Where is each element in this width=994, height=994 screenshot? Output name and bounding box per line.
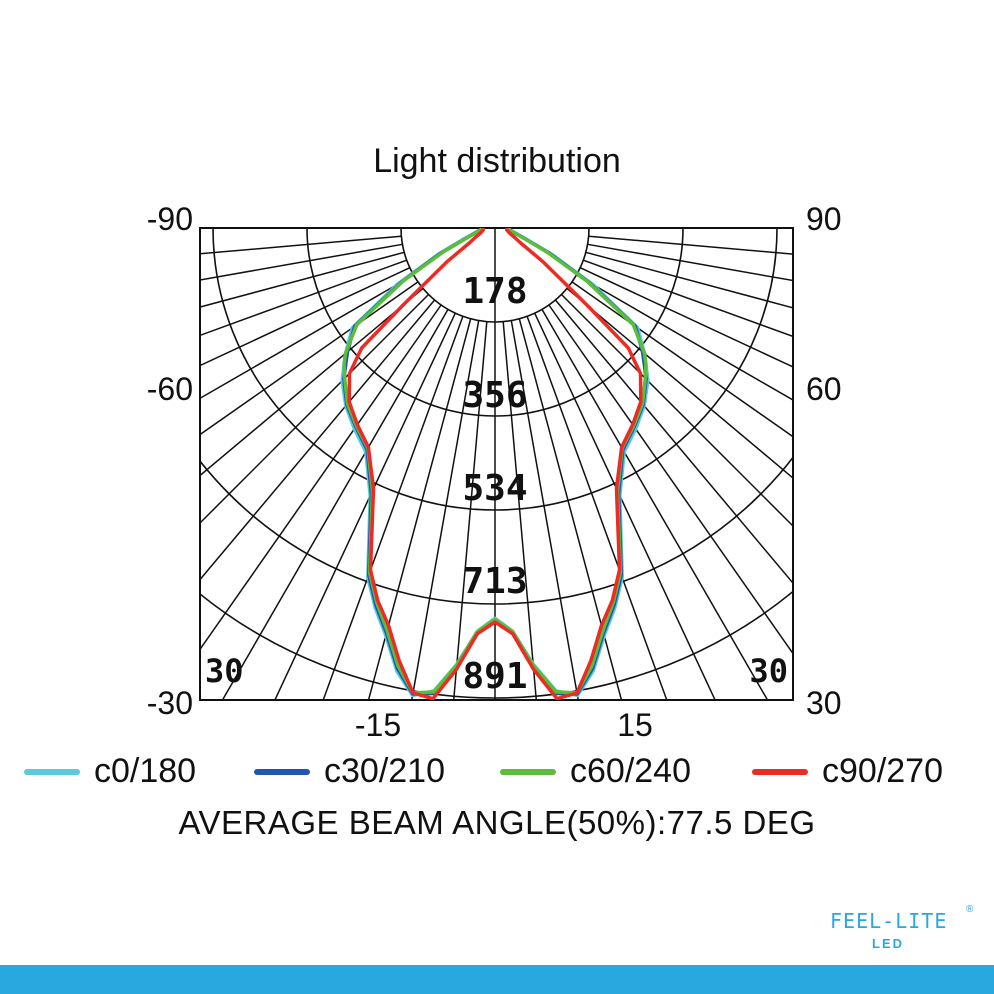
grid-radial xyxy=(221,309,449,700)
grid-radial xyxy=(518,318,623,700)
legend-item: c0/180 xyxy=(24,752,196,791)
right-tick-label: 90 xyxy=(806,201,842,237)
legend-swatch xyxy=(24,768,80,775)
plot-frame xyxy=(199,227,794,701)
legend-label: c60/240 xyxy=(570,752,691,790)
grid-radial xyxy=(571,281,793,438)
legend-item: c60/240 xyxy=(500,752,691,791)
legend-label: c0/180 xyxy=(94,752,197,790)
feel-lite-logo: FEEL-LITE LED ® xyxy=(830,904,980,960)
footer-bar xyxy=(0,965,994,994)
legend-swatch xyxy=(752,768,808,775)
grid-radial xyxy=(588,235,793,255)
radial-tick-label: 534 xyxy=(462,468,527,509)
grid-radial xyxy=(526,316,668,700)
grid-radial xyxy=(579,267,793,368)
grid-radial xyxy=(274,312,456,700)
grid-radial xyxy=(585,251,793,309)
grid-radial xyxy=(200,293,430,525)
grid-radial xyxy=(576,274,793,401)
bottom-tick-label: 15 xyxy=(617,707,653,743)
registered-icon: ® xyxy=(966,904,974,915)
grid-radial xyxy=(541,309,769,700)
series-c90-270 xyxy=(347,228,643,700)
radial-tick-label: 178 xyxy=(462,271,527,312)
left-tick-label: -60 xyxy=(147,371,193,407)
radial-tick-label: 713 xyxy=(462,561,527,602)
legend-label: c90/270 xyxy=(822,752,943,790)
left-tick-label: -90 xyxy=(147,201,193,237)
grid-radial xyxy=(452,321,488,700)
legend-item: c30/210 xyxy=(254,752,445,791)
legend-label: c30/210 xyxy=(324,752,445,790)
grid-radial xyxy=(560,293,793,528)
grid-radial xyxy=(411,320,480,700)
logo-main: FEEL-LITE xyxy=(830,909,948,933)
legend-item: c90/270 xyxy=(752,752,943,791)
grid-radial xyxy=(322,316,464,700)
bottom-tick-label: -15 xyxy=(355,707,401,743)
grid-radial xyxy=(566,287,793,480)
legend-swatch xyxy=(500,768,556,775)
beam-angle-text: AVERAGE BEAM ANGLE(50%):77.5 DEG xyxy=(178,804,816,841)
grid-radial xyxy=(200,304,442,651)
grid-radial xyxy=(548,304,793,655)
grid-radial xyxy=(200,287,424,477)
left-tick-label: -30 xyxy=(147,685,193,721)
chart-title: Light distribution xyxy=(373,142,621,180)
grid-radial xyxy=(200,281,419,436)
tick-labels: 178 356 534 713 891 -90 -60 -30 90 60 30 -15 15 30 30 xyxy=(147,201,842,743)
grid-radial xyxy=(200,267,411,367)
grid-radial xyxy=(510,320,579,700)
corner-label: 30 xyxy=(749,652,788,690)
grid-radial xyxy=(200,235,402,255)
grid-radial xyxy=(367,318,472,700)
series-c60-240 xyxy=(342,228,648,695)
grid-radial xyxy=(200,259,407,337)
grid-radial xyxy=(200,251,405,308)
grid-radial xyxy=(587,243,793,282)
grid-radial xyxy=(534,312,716,700)
radial-tick-label: 891 xyxy=(462,656,527,697)
polar-chart: 178 356 534 713 891 -90 -60 -30 90 60 30 -15 15 30 30 xyxy=(147,201,842,743)
polar-grid xyxy=(200,228,793,700)
grid-radial xyxy=(200,299,436,581)
legend: c0/180 c30/210 c60/240 c90/270 xyxy=(0,752,994,796)
right-tick-label: 30 xyxy=(806,685,842,721)
logo-sub: LED xyxy=(872,936,904,951)
grid-radial xyxy=(554,299,793,585)
grid-radial xyxy=(502,321,538,700)
grid-radial xyxy=(583,259,793,338)
radial-tick-label: 356 xyxy=(462,375,527,416)
grid-radial xyxy=(200,243,403,281)
corner-label: 30 xyxy=(205,652,244,690)
legend-swatch xyxy=(254,768,310,775)
grid-radial xyxy=(200,274,414,400)
curves xyxy=(340,228,650,700)
right-tick-label: 60 xyxy=(806,371,842,407)
